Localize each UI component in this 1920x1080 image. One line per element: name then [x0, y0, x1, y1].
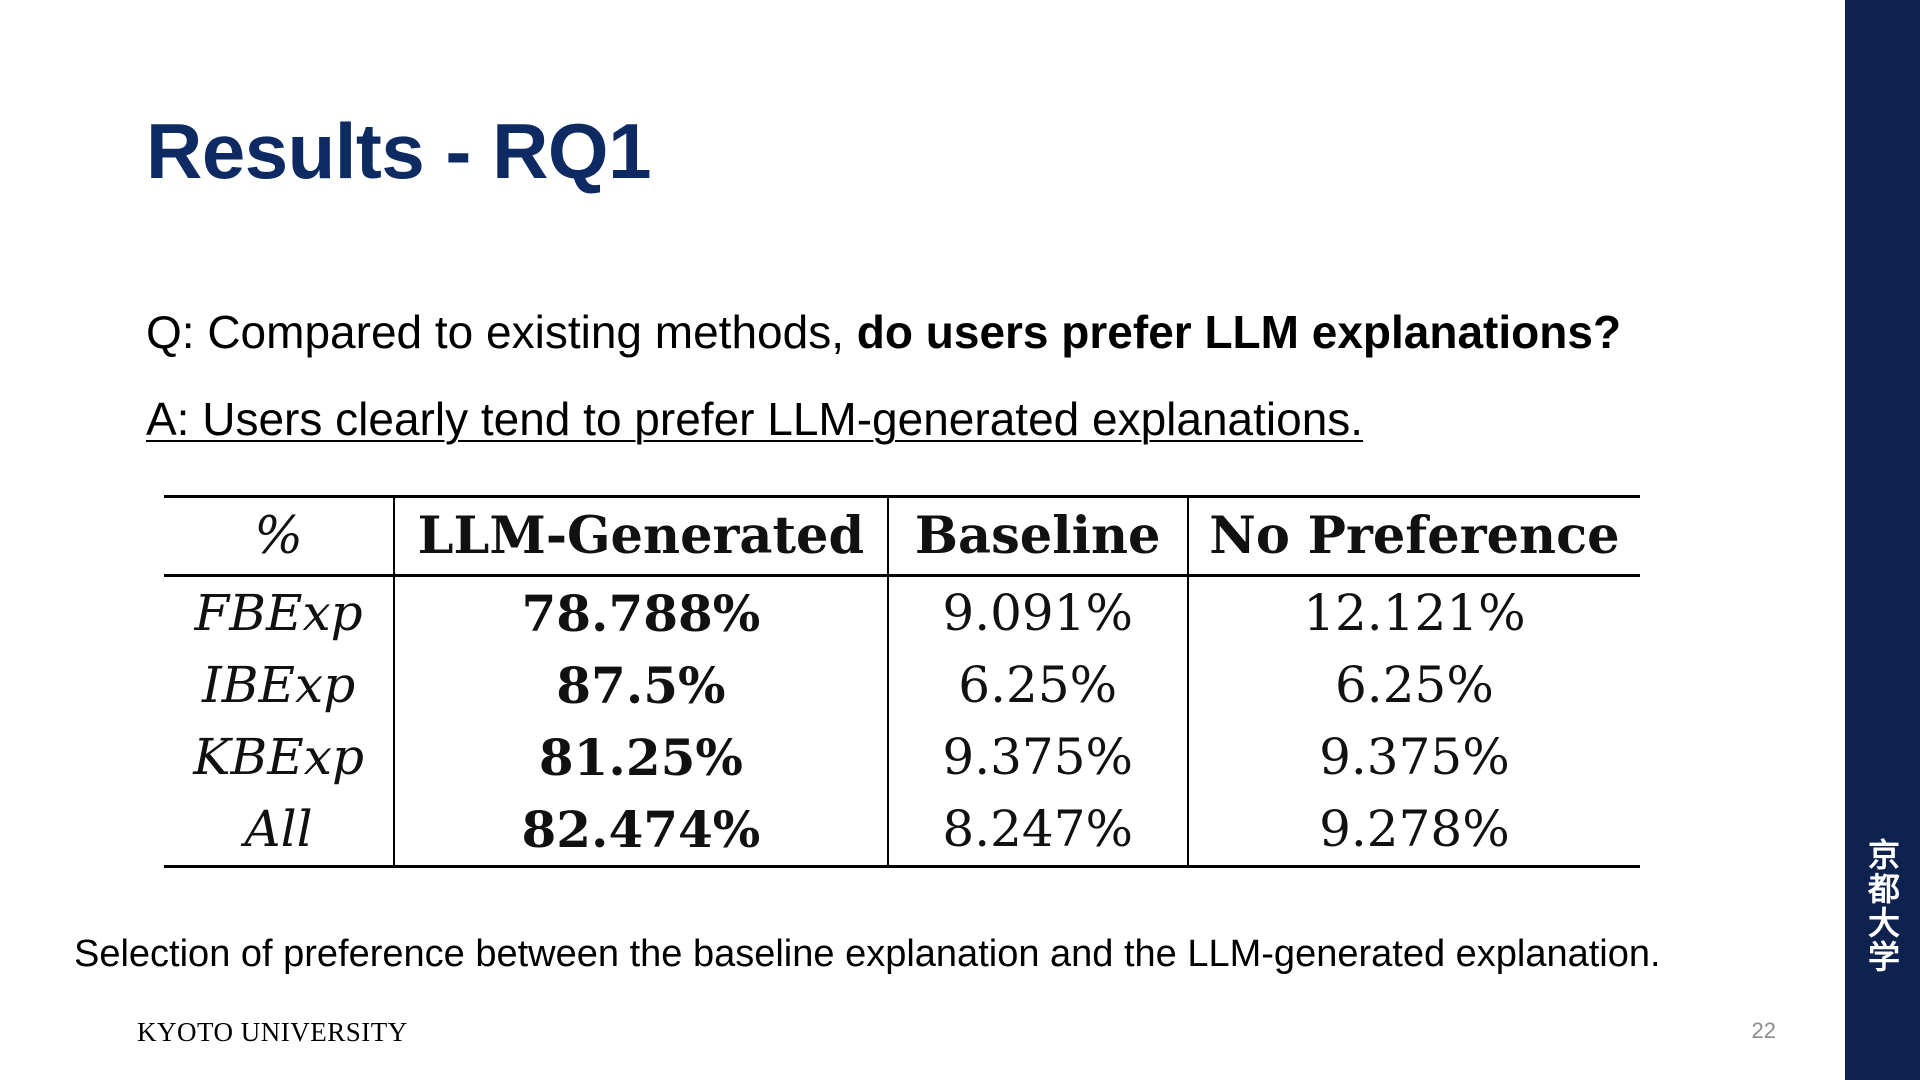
header-baseline: Baseline: [886, 495, 1188, 577]
no-preference-value: 6.25%: [1186, 649, 1640, 721]
header-no-preference: No Preference: [1186, 495, 1640, 577]
table-row: FBExp 78.788% 9.091% 12.121%: [164, 575, 1640, 649]
baseline-value: 9.091%: [886, 575, 1188, 649]
baseline-value: 6.25%: [886, 649, 1188, 721]
llm-value: 82.474%: [393, 793, 888, 868]
table-caption: Selection of preference between the base…: [74, 933, 1661, 975]
row-label: All: [164, 793, 395, 868]
table-row: All 82.474% 8.247% 9.278%: [164, 793, 1640, 868]
llm-value: 78.788%: [393, 575, 888, 649]
header-llm-generated: LLM-Generated: [393, 495, 888, 577]
kanji-dai: 大: [1868, 904, 1901, 942]
kanji-gaku: 学: [1868, 938, 1901, 976]
llm-value: 81.25%: [393, 721, 888, 793]
question-text: Q: Compared to existing methods, do user…: [146, 306, 1621, 359]
answer-text: A: Users clearly tend to prefer LLM-gene…: [146, 393, 1364, 445]
slide-title: Results - RQ1: [146, 107, 651, 195]
page-number: 22: [1751, 1018, 1776, 1043]
kanji-kyo: 京: [1868, 836, 1901, 874]
question-emphasis: do users prefer LLM explanations?: [856, 306, 1622, 358]
kanji-to: 都: [1868, 870, 1901, 908]
baseline-value: 8.247%: [886, 793, 1188, 868]
header-percent: %: [164, 495, 395, 577]
table-header-row: % LLM-Generated Baseline No Preference: [164, 495, 1640, 577]
kyoto-university-logo: KYOTO UNIVERSITY: [137, 1017, 408, 1047]
question-prefix: Q: Compared to existing methods,: [146, 306, 857, 358]
side-bar: [1845, 0, 1920, 1080]
row-label: IBExp: [202, 656, 356, 714]
no-preference-value: 12.121%: [1186, 575, 1640, 649]
row-label: KBExp: [193, 728, 364, 786]
llm-value: 87.5%: [393, 649, 888, 721]
table-row: IBExp 87.5% 6.25% 6.25%: [164, 649, 1640, 721]
kyoto-daigaku-logo: 京 都 大 学: [1868, 836, 1901, 976]
row-label: FBExp: [194, 584, 363, 642]
table-row: KBExp 81.25% 9.375% 9.375%: [164, 721, 1640, 793]
no-preference-value: 9.278%: [1186, 793, 1640, 868]
no-preference-value: 9.375%: [1186, 721, 1640, 793]
results-table: % LLM-Generated Baseline No Preference F…: [164, 495, 1640, 868]
baseline-value: 9.375%: [886, 721, 1188, 793]
